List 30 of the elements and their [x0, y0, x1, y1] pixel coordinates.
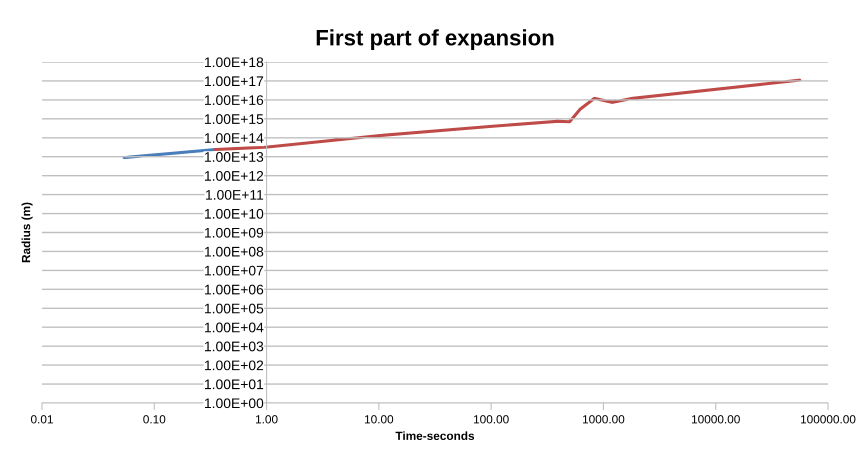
y-tick-label: 1.00E+01: [205, 379, 264, 390]
x-tick-label: 100.00: [474, 415, 509, 424]
y-tick-label: 1.00E+11: [206, 190, 264, 200]
y-tick-label: 1.00E+07: [205, 266, 264, 276]
y-tick-label: 1.00E+14: [205, 133, 264, 143]
chart-title: First part of expansion: [316, 29, 554, 50]
y-tick-label: 1.00E+04: [205, 322, 264, 332]
y-tick-label: 1.00E+02: [205, 360, 264, 370]
y-tick-label: 1.00E+17: [205, 76, 264, 86]
y-tick-label: 1.00E+05: [205, 304, 264, 314]
y-tick-label: 1.00E+12: [205, 171, 264, 181]
y-tick-label: 1.00E+09: [205, 228, 264, 238]
x-tick-label: 1000.00: [582, 415, 624, 424]
y-tick-label: 1.00E+10: [205, 208, 264, 219]
x-axis-title: Time-seconds: [396, 431, 474, 440]
y-tick-label: 1.00E+15: [205, 114, 264, 124]
y-tick-label: 1.00E+06: [205, 284, 264, 295]
x-tick-label: 100000.00: [801, 415, 856, 424]
y-tick-label: 1.00E+18: [205, 57, 264, 68]
y-tick-label: 1.00E+13: [205, 152, 264, 162]
x-tick-label: 10000.00: [692, 415, 740, 424]
x-tick-label: 10.00: [364, 415, 394, 424]
y-tick-label: 1.00E+03: [205, 342, 264, 352]
x-tick-label: 0.01: [30, 415, 53, 424]
y-tick-label: 1.00E+00: [205, 398, 264, 408]
x-tick-label: 1.00: [256, 415, 278, 424]
y-tick-label: 1.00E+16: [205, 95, 264, 106]
x-tick-label: 0.10: [143, 415, 166, 424]
y-axis-title: Radius (m): [22, 202, 33, 262]
y-tick-label: 1.00E+08: [205, 246, 264, 257]
